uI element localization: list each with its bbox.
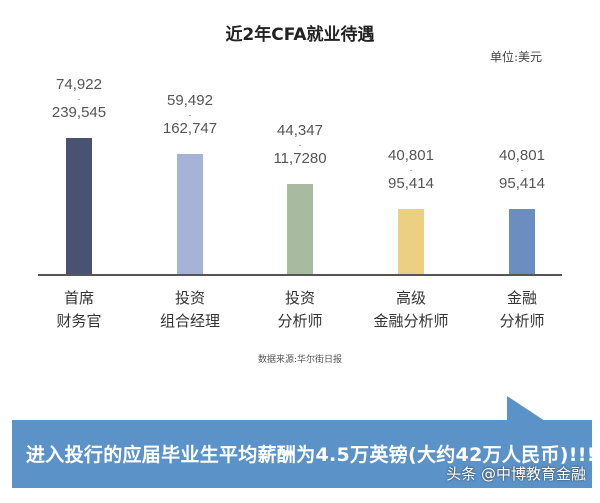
bar-chart: 74,922-239,545首席财务官59,492-162,747投资组合经理4… — [38, 76, 562, 330]
category-label: 投资 — [175, 290, 205, 307]
data-label-low: 40,801 — [499, 147, 545, 164]
banner-tail — [507, 396, 545, 421]
watermark: 头条 @中博教育金融 — [446, 465, 586, 483]
bar — [398, 209, 424, 274]
data-label-separator: - — [410, 165, 413, 175]
data-label-low: 74,922 — [56, 76, 102, 93]
data-label-separator: - — [189, 110, 192, 120]
data-label-low: 40,801 — [388, 147, 434, 164]
banner-text: 进入投行的应届毕业生平均薪酬为4.5万英镑(大约42万人民币)!!! — [26, 444, 596, 466]
bar — [287, 184, 313, 274]
bar — [177, 154, 203, 274]
category-label: 首席 — [64, 290, 94, 307]
data-label-separator: - — [78, 94, 81, 104]
callout-banner: 进入投行的应届毕业生平均薪酬为4.5万英镑(大约42万人民币)!!! 头条 @中… — [12, 420, 595, 488]
data-label-high: 11,7280 — [273, 150, 326, 167]
data-label-separator: - — [521, 165, 524, 175]
category-label: 投资 — [285, 290, 315, 307]
category-label: 高级 — [396, 290, 426, 307]
data-label-separator: - — [299, 140, 302, 150]
category-label: 财务官 — [56, 313, 101, 330]
data-label-high: 162,747 — [163, 120, 217, 137]
chart-title: 近2年CFA就业待遇 — [225, 25, 375, 45]
data-label-high: 239,545 — [52, 104, 106, 121]
category-label: 分析师 — [499, 313, 544, 330]
data-label-low: 59,492 — [167, 92, 213, 109]
bar — [66, 138, 92, 274]
category-label: 组合经理 — [160, 313, 220, 330]
source-note: 数据来源:华尔街日报 — [257, 355, 343, 365]
data-label-high: 95,414 — [388, 175, 434, 192]
unit-label: 单位:美元 — [489, 50, 542, 64]
category-label: 金融分析师 — [373, 313, 448, 330]
category-label: 分析师 — [277, 313, 322, 330]
data-label-low: 44,347 — [277, 122, 323, 139]
bar — [509, 209, 535, 274]
data-label-high: 95,414 — [499, 175, 545, 192]
category-label: 金融 — [507, 290, 537, 307]
